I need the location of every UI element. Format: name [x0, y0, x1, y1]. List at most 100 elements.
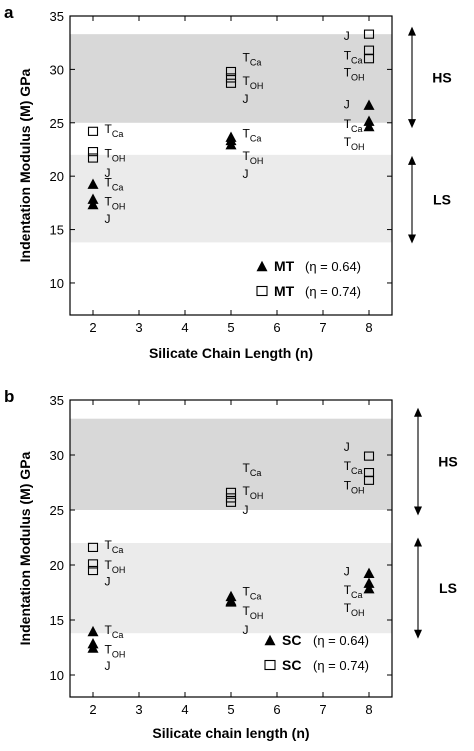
range-arrow-head-down: [414, 506, 422, 516]
site-annotation: TOH: [105, 147, 126, 164]
site-annotation: TOH: [105, 643, 126, 660]
band-hs: [70, 418, 392, 510]
data-point-square: [363, 29, 375, 39]
legend-marker-square: [256, 285, 268, 297]
data-point-triangle: [363, 115, 375, 126]
data-point-square: [87, 565, 99, 576]
site-annotation: TCa: [105, 538, 124, 555]
legend-eta: (η = 0.64): [305, 259, 361, 274]
x-tick-label: 6: [273, 702, 280, 717]
site-annotation: TOH: [243, 74, 264, 91]
data-point-square: [363, 54, 375, 64]
data-point-triangle: [363, 577, 375, 588]
site-annotation: TCa: [243, 51, 262, 68]
y-tick-label: 30: [50, 448, 64, 463]
site-annotation: TOH: [105, 195, 126, 212]
legend-marker-triangle: [264, 634, 276, 646]
site-annotation: J: [105, 659, 111, 673]
x-tick-label: 5: [227, 702, 234, 717]
legend-eta: (η = 0.74): [305, 284, 361, 299]
site-annotation: TCa: [344, 459, 363, 476]
range-arrow-head-down: [414, 629, 422, 639]
legend-series-name: MT: [274, 258, 295, 274]
site-annotation: J: [243, 167, 249, 181]
site-annotation: J: [344, 98, 350, 112]
data-point-triangle: [363, 567, 375, 578]
x-tick-label: 8: [365, 320, 372, 335]
legend-series-name: SC: [282, 657, 301, 673]
legend-series-name: SC: [282, 632, 301, 648]
x-axis-title: Silicate chain length (n): [152, 725, 309, 741]
band-hs: [70, 34, 392, 123]
range-label-ls: LS: [433, 192, 451, 208]
range-arrow-head-up: [414, 407, 422, 417]
legend-marker-triangle: [256, 260, 268, 272]
x-tick-label: 3: [135, 702, 142, 717]
data-point-square: [87, 126, 99, 136]
site-annotation: J: [105, 574, 111, 588]
site-annotation: TCa: [344, 48, 363, 65]
legend-eta: (η = 0.64): [313, 633, 369, 648]
site-annotation: TOH: [243, 149, 264, 166]
site-annotation: TCa: [344, 117, 363, 134]
y-tick-label: 10: [50, 668, 64, 683]
y-tick-label: 25: [50, 503, 64, 518]
x-tick-label: 5: [227, 320, 234, 335]
x-tick-label: 2: [89, 702, 96, 717]
x-tick-label: 6: [273, 320, 280, 335]
data-point-square: [225, 66, 237, 77]
y-tick-label: 35: [50, 9, 64, 24]
y-tick-label: 10: [50, 276, 64, 291]
site-annotation: TCa: [105, 623, 124, 640]
range-label-hs: HS: [438, 454, 457, 470]
data-point-triangle: [87, 642, 99, 653]
x-tick-label: 7: [319, 702, 326, 717]
panel-letter: b: [4, 387, 14, 406]
x-tick-label: 2: [89, 320, 96, 335]
band-ls: [70, 154, 392, 243]
site-annotation: TCa: [243, 461, 262, 478]
site-annotation: TCa: [243, 584, 262, 601]
range-arrow-head-down: [408, 234, 416, 244]
y-tick-label: 15: [50, 223, 64, 238]
y-tick-label: 20: [50, 558, 64, 573]
site-annotation: J: [105, 212, 111, 226]
range-arrow-head-up: [414, 537, 422, 547]
legend-marker-square: [264, 659, 276, 671]
site-annotation: TOH: [344, 66, 365, 83]
legend-series-name: MT: [274, 283, 295, 299]
data-point-square: [87, 153, 99, 163]
y-axis-title: Indentation Modulus (M) GPa: [17, 68, 33, 262]
x-axis-title: Silicate Chain Length (n): [149, 345, 313, 361]
site-annotation: TOH: [344, 601, 365, 618]
site-annotation: TCa: [243, 126, 262, 143]
x-tick-label: 4: [181, 320, 188, 335]
data-point-triangle: [363, 120, 375, 132]
data-point-square: [225, 73, 237, 83]
data-point-triangle: [87, 178, 99, 189]
x-tick-label: 7: [319, 320, 326, 335]
site-annotation: J: [344, 565, 350, 579]
site-annotation: J: [243, 503, 249, 517]
range-arrow-head-down: [408, 119, 416, 129]
data-point-square: [363, 475, 375, 485]
site-annotation: TCa: [344, 583, 363, 600]
data-point-triangle: [225, 139, 237, 150]
y-axis-title: Indentation Modulus (M) GPa: [17, 451, 33, 645]
site-annotation: J: [344, 440, 350, 454]
data-point-square: [87, 559, 99, 569]
site-annotation: TOH: [243, 484, 264, 501]
site-annotation: TCa: [105, 122, 124, 139]
range-label-ls: LS: [439, 580, 457, 596]
data-point-triangle: [363, 99, 375, 110]
y-tick-label: 20: [50, 169, 64, 184]
site-annotation: J: [243, 623, 249, 637]
data-point-triangle: [363, 583, 375, 594]
data-point-triangle: [225, 596, 237, 607]
data-point-triangle: [87, 625, 99, 637]
chart-panel-b: 2 3 4 5 6 7 8 10 15 20 25 30 35 Silicate chain length…: [4, 387, 458, 741]
range-arrow-head-up: [408, 26, 416, 36]
x-tick-label: 8: [365, 702, 372, 717]
